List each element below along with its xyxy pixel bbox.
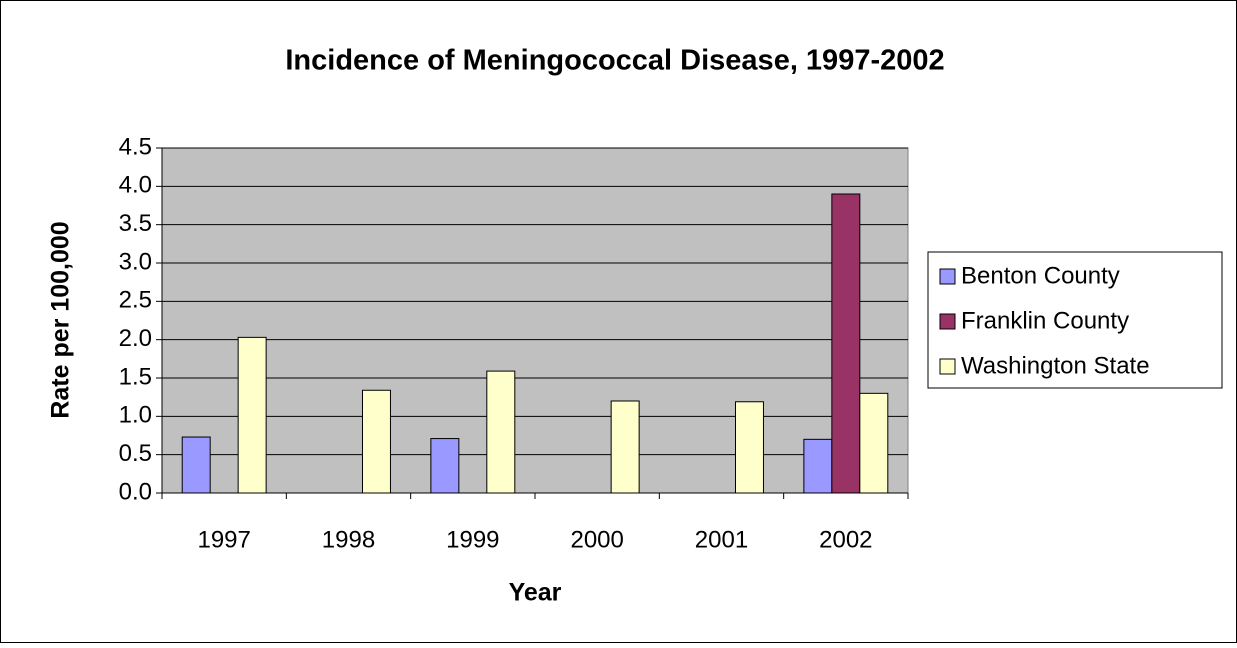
x-tick-label: 1998 <box>322 526 375 553</box>
y-tick-label: 0.5 <box>119 440 152 467</box>
plot-area <box>161 147 909 494</box>
legend-label: Washington State <box>961 352 1150 379</box>
bar <box>734 401 764 494</box>
legend-swatch <box>939 313 956 330</box>
legend-label: Benton County <box>961 262 1120 289</box>
y-tick-label: 0.0 <box>119 478 152 505</box>
y-tick-label: 4.5 <box>119 133 152 160</box>
bar <box>803 438 833 494</box>
bar <box>610 400 640 494</box>
legend <box>927 251 1223 389</box>
bar <box>859 392 889 494</box>
y-tick-label: 1.5 <box>119 363 152 390</box>
bar <box>361 389 391 494</box>
bar <box>181 436 211 494</box>
y-tick-label: 4.0 <box>119 172 152 199</box>
x-axis-label: Year <box>509 579 562 607</box>
legend-label: Franklin County <box>961 307 1129 334</box>
y-tick-label: 3.5 <box>119 210 152 237</box>
y-tick-label: 2.5 <box>119 287 152 314</box>
x-tick-label: 2002 <box>819 526 872 553</box>
x-tick-label: 2000 <box>570 526 623 553</box>
y-tick-label: 2.0 <box>119 325 152 352</box>
y-tick-label: 3.0 <box>119 248 152 275</box>
legend-swatch <box>939 358 956 375</box>
x-tick-label: 2001 <box>695 526 748 553</box>
bar <box>237 336 267 494</box>
x-tick-label: 1997 <box>197 526 250 553</box>
legend-swatch <box>939 268 956 285</box>
y-tick-label: 1.0 <box>119 402 152 429</box>
x-tick-label: 1999 <box>446 526 499 553</box>
chart-title: Incidence of Meningococcal Disease, 1997… <box>285 45 944 77</box>
bar <box>430 438 460 494</box>
bar <box>486 370 516 494</box>
y-axis-label: Rate per 100,000 <box>47 221 75 418</box>
bar <box>831 193 861 494</box>
